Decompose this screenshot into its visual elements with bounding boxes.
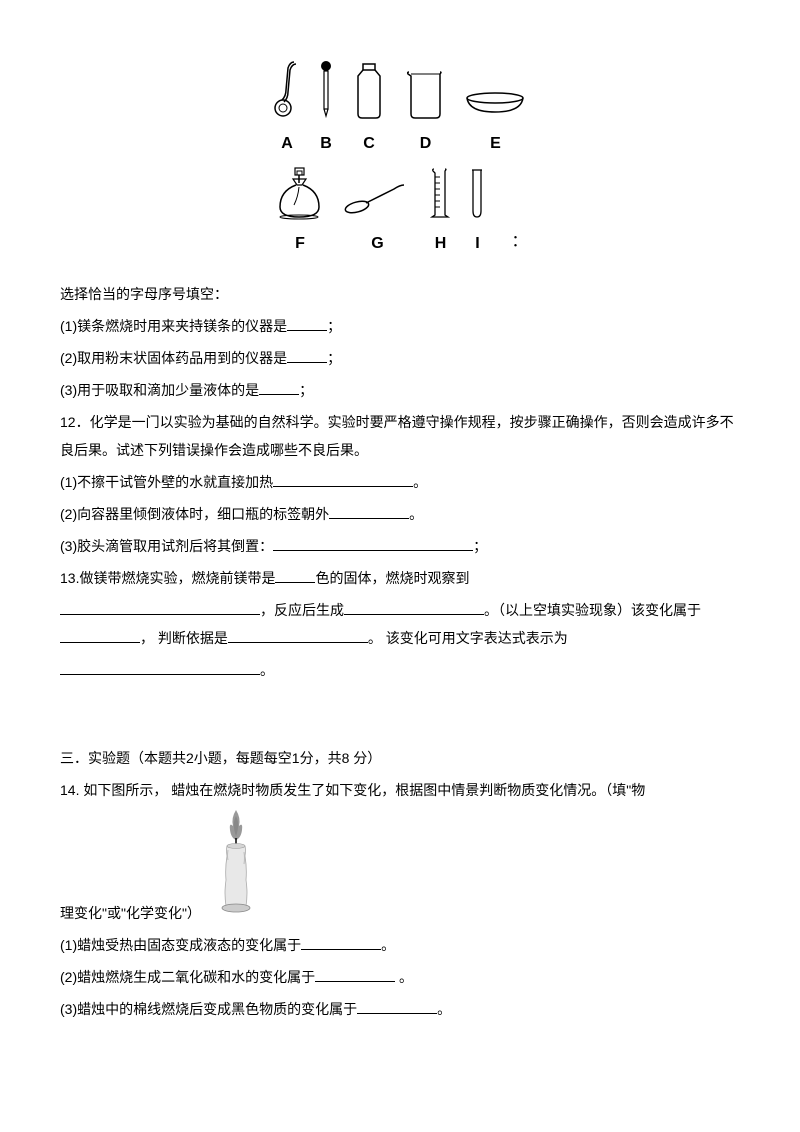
equipment-C: C — [350, 60, 388, 160]
equipment-H: H — [427, 165, 453, 260]
q1-1-text: (1)镁条燃烧时用来夹持镁条的仪器是 — [60, 318, 287, 334]
label-G: G — [371, 228, 383, 260]
q14-1-text: (1)蜡烛受热由固态变成液态的变化属于 — [60, 937, 301, 953]
q14-2-end: 。 — [395, 969, 413, 985]
q14-intro-a: 14. 如下图所示， 蜡烛在燃烧时物质发生了如下变化，根据图中情景判断物质变化情… — [60, 776, 740, 804]
q12-2-text: (2)向容器里倾倒液体时，细口瓶的标签朝外 — [60, 506, 329, 522]
equipment-B: B — [317, 60, 335, 160]
blank — [60, 660, 260, 675]
q14-1: (1)蜡烛受热由固态变成液态的变化属于 。 — [60, 931, 740, 959]
blank — [273, 536, 473, 551]
q1-3: (3)用于吸取和滴加少量液体的是 ； — [60, 376, 740, 404]
q13-g: 。 — [260, 662, 274, 678]
q14-candle-line: 理变化"或"化学变化"） — [60, 808, 740, 927]
blank — [60, 628, 140, 643]
equipment-diagram: A B C D — [60, 60, 740, 260]
q12-3: (3)胶头滴管取用试剂后将其倒置： ； — [60, 532, 740, 560]
q14-3-end: 。 — [437, 1001, 451, 1017]
section-3-header: 三．实验题（本题共2小题，每题每空1分，共8 分） — [60, 744, 740, 772]
label-H: H — [435, 228, 447, 260]
equipment-I: I — [468, 165, 486, 260]
q13: 13.做镁带燃烧实验，燃烧前镁带是 色的固体，燃烧时观察到 — [60, 564, 740, 592]
q1-2-text: (2)取用粉末状固体药品用到的仪器是 — [60, 350, 287, 366]
q13-line2: ，反应后生成 。（以上空填实验现象）该变化属于 ， 判断依据是 。 该变化可用文字表达… — [60, 596, 740, 652]
blank — [287, 348, 327, 363]
label-C: C — [363, 128, 375, 160]
q1-1-end: ； — [327, 318, 341, 334]
q13-a: 13.做镁带燃烧实验，燃烧前镁带是 — [60, 570, 275, 586]
equipment-F: F — [272, 165, 327, 260]
q1-3-text: (3)用于吸取和滴加少量液体的是 — [60, 382, 259, 398]
diagram-row-2: F G H — [60, 165, 740, 260]
q14-intro-b: 理变化"或"化学变化"） — [60, 905, 201, 921]
diagram-row-1: A B C D — [60, 60, 740, 160]
q13-e: ， 判断依据是 — [140, 630, 228, 646]
q14-3-text: (3)蜡烛中的棉线燃烧后变成黑色物质的变化属于 — [60, 1001, 357, 1017]
q14-2: (2)蜡烛燃烧生成二氧化碳和水的变化属于 。 — [60, 963, 740, 991]
q14-1-end: 。 — [381, 937, 395, 953]
q1-1: (1)镁条燃烧时用来夹持镁条的仪器是 ； — [60, 312, 740, 340]
q12-1: (1)不擦干试管外壁的水就直接加热 。 — [60, 468, 740, 496]
blank — [315, 967, 395, 982]
q13-line3: 。 — [60, 656, 740, 684]
label-D: D — [420, 128, 432, 160]
equipment-E: E — [463, 60, 528, 160]
blank — [273, 472, 413, 487]
q13-c: ，反应后生成 — [260, 602, 344, 618]
q12-1-end: 。 — [413, 474, 427, 490]
q1-2: (2)取用粉末状固体药品用到的仪器是 ； — [60, 344, 740, 372]
label-E: E — [490, 128, 501, 160]
blank — [301, 935, 381, 950]
q1-2-end: ； — [327, 350, 341, 366]
q14-2-text: (2)蜡烛燃烧生成二氧化碳和水的变化属于 — [60, 969, 315, 985]
label-I: I — [475, 228, 479, 260]
blank — [259, 380, 299, 395]
q12-2: (2)向容器里倾倒液体时，细口瓶的标签朝外 。 — [60, 500, 740, 528]
candle-image — [209, 808, 264, 927]
label-A: A — [281, 128, 293, 160]
intro-text: 选择恰当的字母序号填空： — [60, 280, 740, 308]
q14-3: (3)蜡烛中的棉线燃烧后变成黑色物质的变化属于 。 — [60, 995, 740, 1023]
row2-punct: ： — [511, 226, 527, 260]
q1-3-end: ； — [299, 382, 313, 398]
label-F: F — [295, 228, 305, 260]
q12-3-end: ； — [473, 538, 487, 554]
blank — [228, 628, 368, 643]
q13-b: 色的固体，燃烧时观察到 — [315, 570, 469, 586]
label-B: B — [320, 128, 332, 160]
equipment-D: D — [403, 60, 448, 160]
blank — [275, 568, 315, 583]
blank — [329, 504, 409, 519]
equipment-A: A — [272, 60, 302, 160]
q12-2-end: 。 — [409, 506, 423, 522]
blank — [344, 600, 484, 615]
q12-intro: 12．化学是一门以实验为基础的自然科学。实验时要严格遵守操作规程，按步骤正确操作… — [60, 408, 740, 464]
q13-f: 。 该变化可用文字表达式表示为 — [368, 630, 568, 646]
blank — [357, 999, 437, 1014]
q13-d: 。（以上空填实验现象）该变化属于 — [484, 602, 701, 618]
equipment-G: G — [342, 165, 412, 260]
q12-1-text: (1)不擦干试管外壁的水就直接加热 — [60, 474, 273, 490]
blank — [60, 600, 260, 615]
q12-3-text: (3)胶头滴管取用试剂后将其倒置： — [60, 538, 273, 554]
blank — [287, 316, 327, 331]
